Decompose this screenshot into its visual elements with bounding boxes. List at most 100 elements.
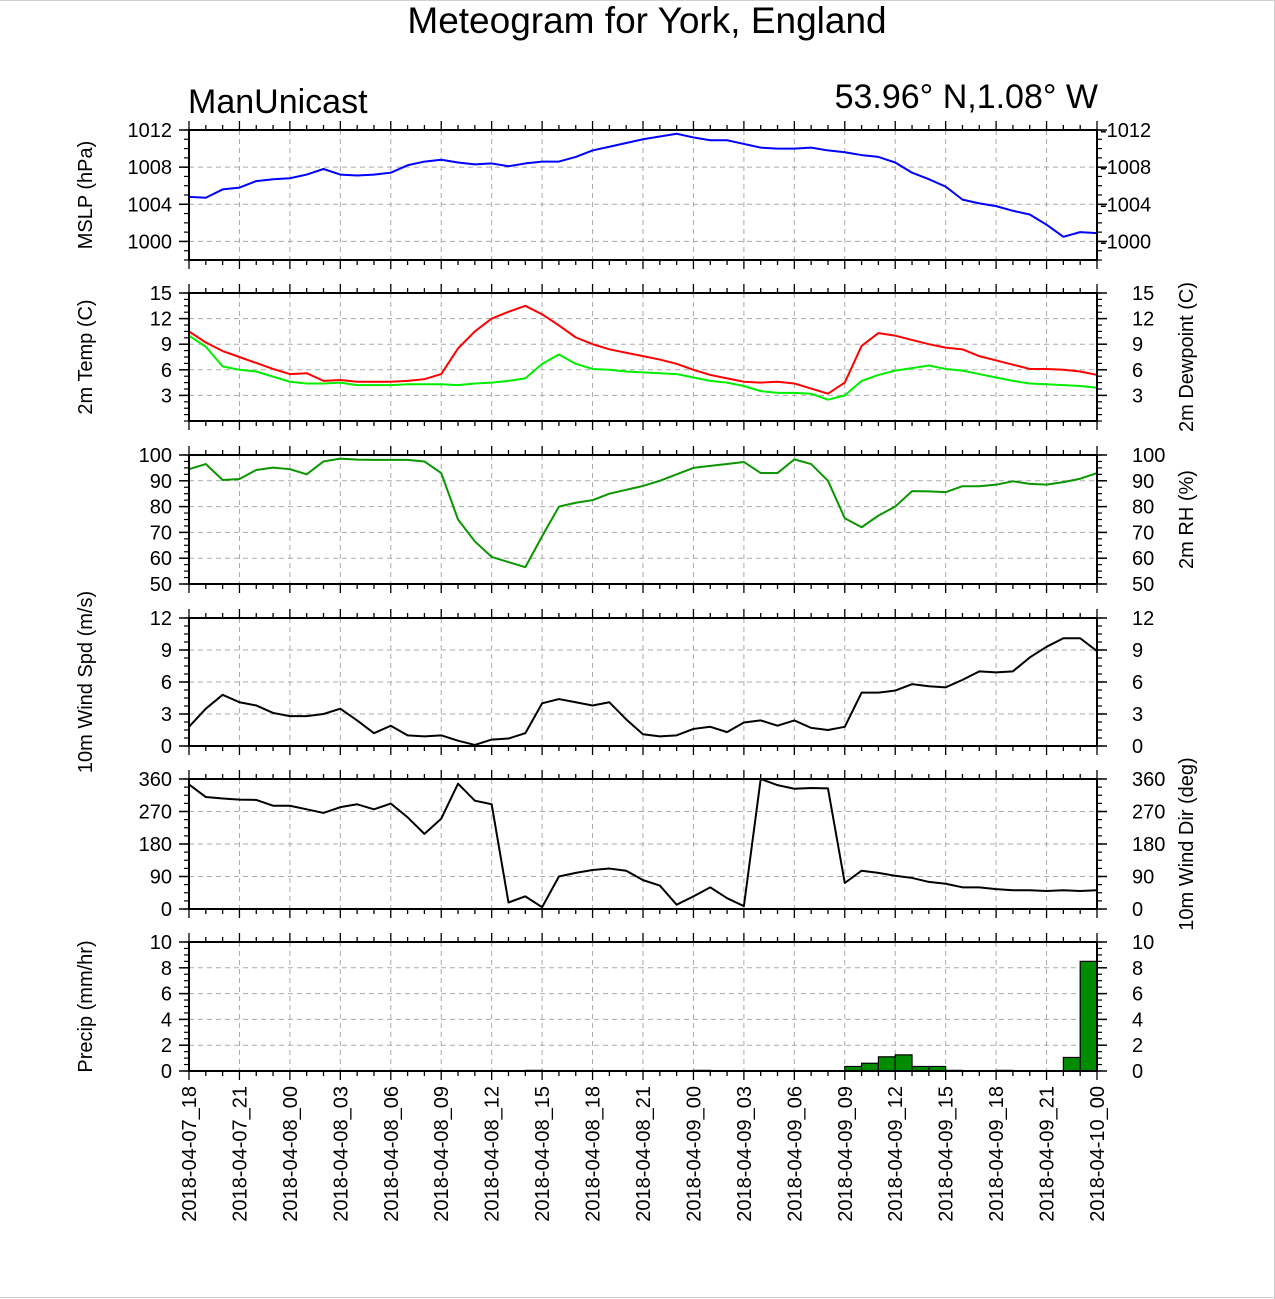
y-tick-label-right: 80	[1132, 497, 1154, 519]
y-tick-label-left: 2	[161, 1035, 172, 1057]
y-tick-label-left: 3	[161, 704, 172, 726]
location-label: 53.96° N,1.08° W	[835, 78, 1098, 116]
y-axis-title-right: 2m RH (%)	[1176, 470, 1198, 569]
chart-title: Meteogram for York, England	[407, 0, 886, 41]
y-tick-label-left: 9	[161, 334, 172, 356]
x-tick-label: 2018-04-09_09	[835, 1086, 857, 1222]
y-tick-label-right: -1012	[1100, 120, 1151, 142]
precip-bar	[1079, 960, 1098, 1072]
series-line-1	[188, 457, 1098, 569]
x-tick-label: 2018-04-08_00	[280, 1086, 302, 1222]
y-tick-label-left: 1004	[128, 194, 173, 216]
x-tick-label: 2018-04-09_15	[936, 1086, 958, 1222]
x-tick-label: 2018-04-07_21	[229, 1086, 251, 1222]
y-tick-label-right: 4	[1132, 1009, 1143, 1031]
y-tick-label-left: 1008	[128, 157, 173, 179]
series-line-2	[188, 334, 1098, 401]
x-tick-label: 2018-04-07_18	[179, 1086, 201, 1222]
x-tick-label: 2018-04-08_15	[532, 1086, 554, 1222]
y-tick-label-right: 6	[1132, 984, 1143, 1006]
panel-2: 3 3 6 6 9 9 12 12 15 15 2m Temp (C) 2m Dewpoint (C)	[75, 282, 1198, 432]
series-line-1	[188, 132, 1098, 238]
y-tick-label-right: 3	[1132, 385, 1143, 407]
panel-5: 0 0 90 90 180 180 270 270 360 360 10m Wind Dir (de…	[139, 757, 1198, 930]
y-tick-label-left: 0	[161, 899, 172, 921]
y-tick-label-right: 270	[1132, 802, 1165, 824]
y-tick-label-right: 9	[1132, 640, 1143, 662]
x-tick-label: 2018-04-08_09	[431, 1086, 453, 1222]
y-tick-label-left: 360	[139, 769, 172, 791]
y-tick-label-left: 10	[150, 932, 172, 954]
y-tick-label-right: 15	[1132, 283, 1154, 305]
y-tick-label-left: 12	[150, 608, 172, 630]
y-tick-label-left: 0	[161, 1061, 172, 1083]
precip-bar	[877, 1056, 896, 1072]
precip-bar	[860, 1062, 880, 1072]
y-tick-label-right: 60	[1132, 548, 1154, 570]
y-tick-label-left: 100	[139, 445, 172, 467]
x-tick-label: 2018-04-09_03	[734, 1086, 756, 1222]
y-tick-label-right: 180	[1132, 834, 1165, 856]
y-tick-label-right: 70	[1132, 522, 1154, 544]
y-tick-label-right: 100	[1132, 445, 1165, 467]
y-axis-title-left: Precip (mm/hr)	[75, 940, 97, 1072]
y-tick-label-left: 180	[139, 834, 172, 856]
top-border	[0, 0, 1275, 1]
precip-bar	[894, 1054, 913, 1072]
bottom-border	[0, 1297, 1275, 1298]
precip-bar	[1062, 1056, 1081, 1072]
y-tick-label-right: 2	[1132, 1035, 1143, 1057]
x-tick-label: 2018-04-09_12	[885, 1086, 907, 1222]
y-tick-label-left: 6	[161, 984, 172, 1006]
x-tick-label: 2018-04-09_21	[1037, 1086, 1059, 1222]
y-tick-label-right: 0	[1132, 899, 1143, 921]
y-tick-label-right: 6	[1132, 672, 1143, 694]
y-tick-label-left: 3	[161, 385, 172, 407]
y-tick-label-left: 4	[161, 1009, 172, 1031]
y-tick-label-left: 1000	[128, 231, 173, 253]
x-tick-label: 2018-04-08_18	[583, 1086, 605, 1222]
y-axis-title-left: MSLP (hPa)	[75, 141, 97, 250]
y-tick-label-right: 8	[1132, 958, 1143, 980]
panel-4: 0 0 3 3 6 6 9 9 12 12 10m Wind Spd (m/s)	[75, 591, 1154, 773]
y-axis-title-left: 2m Temp (C)	[75, 299, 97, 414]
y-tick-label-left: 1012	[128, 120, 173, 142]
panel-3: 50 50 60 60 70 70 80 80 90 90 100 100 2m RH (%)	[139, 445, 1198, 596]
y-tick-label-right: 6	[1132, 360, 1143, 382]
y-tick-label-right: 12	[1132, 608, 1154, 630]
y-tick-label-left: 9	[161, 640, 172, 662]
x-tick-label: 2018-04-10_00	[1087, 1086, 1109, 1222]
y-tick-label-right: 12	[1132, 309, 1154, 331]
y-tick-label-left: 15	[150, 283, 172, 305]
y-tick-label-left: 0	[161, 736, 172, 758]
y-axis-title-left: 10m Wind Spd (m/s)	[75, 591, 97, 773]
y-tick-label-left: 270	[139, 802, 172, 824]
x-tick-label: 2018-04-09_18	[986, 1086, 1008, 1222]
y-tick-label-left: 12	[150, 309, 172, 331]
y-tick-label-left: 6	[161, 360, 172, 382]
y-tick-label-right: 0	[1132, 1061, 1143, 1083]
y-tick-label-right: 0	[1132, 736, 1143, 758]
y-tick-label-left: 80	[150, 497, 172, 519]
model-label: ManUnicast	[188, 83, 368, 121]
y-tick-label-left: 70	[150, 522, 172, 544]
y-tick-label-right: 9	[1132, 334, 1143, 356]
y-tick-label-right: 90	[1132, 471, 1154, 493]
y-tick-label-left: 90	[150, 471, 172, 493]
x-tick-label: 2018-04-09_00	[683, 1086, 705, 1222]
y-axis-title-right: 2m Dewpoint (C)	[1176, 282, 1198, 432]
x-axis-labels: 2018-04-07_18 2018-04-07_21 2018-04-08_00 2…	[179, 1086, 1109, 1222]
y-tick-label-right: 3	[1132, 704, 1143, 726]
y-tick-label-right: -1008	[1100, 157, 1151, 179]
series-line-1	[188, 778, 1098, 909]
series-line-1	[188, 637, 1098, 746]
x-tick-label: 2018-04-08_21	[633, 1086, 655, 1222]
x-tick-label: 2018-04-09_06	[784, 1086, 806, 1222]
series-line-1	[188, 304, 1098, 395]
y-tick-label-left: 50	[150, 574, 172, 596]
y-axis-title-right: 10m Wind Dir (deg)	[1176, 757, 1198, 930]
y-tick-label-right: 90	[1132, 867, 1154, 889]
y-tick-label-right: 360	[1132, 769, 1165, 791]
